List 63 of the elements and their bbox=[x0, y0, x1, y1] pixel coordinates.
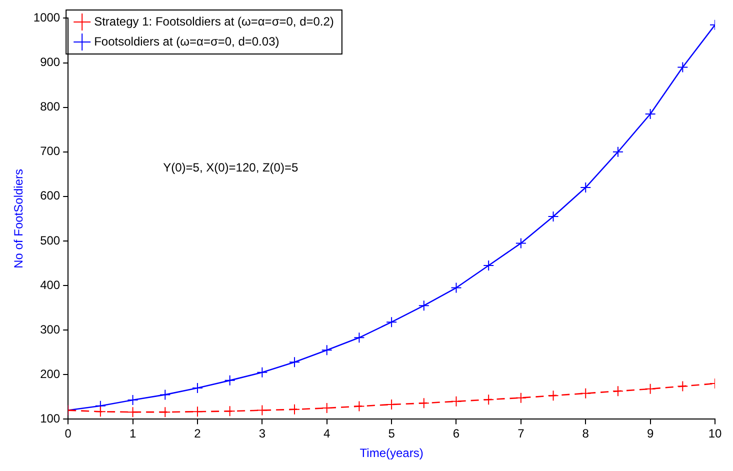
point bbox=[127, 406, 138, 418]
x-tick-label: 2 bbox=[194, 426, 202, 441]
x-tick-label: 5 bbox=[388, 426, 396, 441]
point bbox=[450, 396, 462, 407]
point bbox=[418, 300, 430, 312]
y-tick-label: 100 bbox=[40, 412, 60, 426]
y-tick-label: 400 bbox=[40, 278, 60, 292]
x-tick-label: 4 bbox=[324, 426, 331, 441]
x-tick-label: 7 bbox=[518, 426, 525, 441]
point bbox=[289, 404, 300, 415]
point bbox=[483, 260, 494, 271]
point bbox=[418, 398, 430, 409]
point bbox=[224, 406, 236, 417]
x-tick-label: 9 bbox=[646, 426, 654, 441]
point bbox=[94, 406, 106, 418]
y-tick-label: 1000 bbox=[33, 10, 60, 25]
point bbox=[160, 389, 171, 400]
y-axis-title: No of FootSoldiers bbox=[12, 169, 26, 268]
point bbox=[677, 380, 688, 392]
x-tick-label: 3 bbox=[258, 426, 266, 441]
point bbox=[192, 406, 203, 418]
y-tick-label: 500 bbox=[40, 233, 60, 248]
x-tick-label: 8 bbox=[582, 426, 590, 441]
point bbox=[644, 383, 656, 394]
point bbox=[612, 386, 624, 397]
legend-label: Footsoldiers at (ω=α=σ=0, d=0.03) bbox=[94, 34, 280, 48]
legend-label: Strategy 1: Footsoldiers at (ω=α=σ=0, d=0.2) bbox=[94, 14, 334, 28]
point bbox=[515, 238, 526, 249]
x-tick-label: 0 bbox=[64, 426, 72, 441]
point bbox=[256, 366, 268, 378]
point bbox=[321, 344, 332, 356]
point bbox=[677, 62, 688, 73]
point bbox=[580, 388, 592, 399]
point bbox=[386, 398, 398, 410]
point bbox=[644, 108, 656, 120]
point bbox=[386, 316, 398, 328]
point bbox=[580, 182, 592, 194]
point bbox=[160, 406, 171, 418]
y-tick-label: 200 bbox=[40, 366, 60, 381]
point bbox=[450, 282, 462, 294]
point bbox=[515, 392, 526, 404]
y-tick-label: 800 bbox=[40, 100, 60, 114]
point bbox=[192, 382, 203, 394]
point bbox=[483, 394, 494, 406]
y-tick-label: 300 bbox=[40, 322, 60, 336]
x-axis-title: Time(years) bbox=[360, 446, 424, 460]
point bbox=[256, 404, 268, 416]
x-tick-label: 10 bbox=[708, 426, 722, 441]
x-tick-label: 1 bbox=[129, 426, 136, 441]
point bbox=[548, 210, 559, 222]
point bbox=[612, 146, 624, 158]
y-tick-label: 600 bbox=[40, 188, 60, 203]
y-tick-label: 900 bbox=[40, 55, 60, 70]
point bbox=[548, 390, 559, 402]
point bbox=[354, 332, 365, 344]
y-tick-label: 700 bbox=[40, 144, 60, 158]
annotation: Y(0)=5, X(0)=120, Z(0)=5 bbox=[163, 160, 298, 175]
point bbox=[127, 394, 138, 406]
point bbox=[354, 400, 365, 412]
x-tick-label: 6 bbox=[452, 426, 460, 441]
point bbox=[289, 356, 300, 368]
point bbox=[321, 402, 332, 414]
point bbox=[224, 374, 236, 386]
